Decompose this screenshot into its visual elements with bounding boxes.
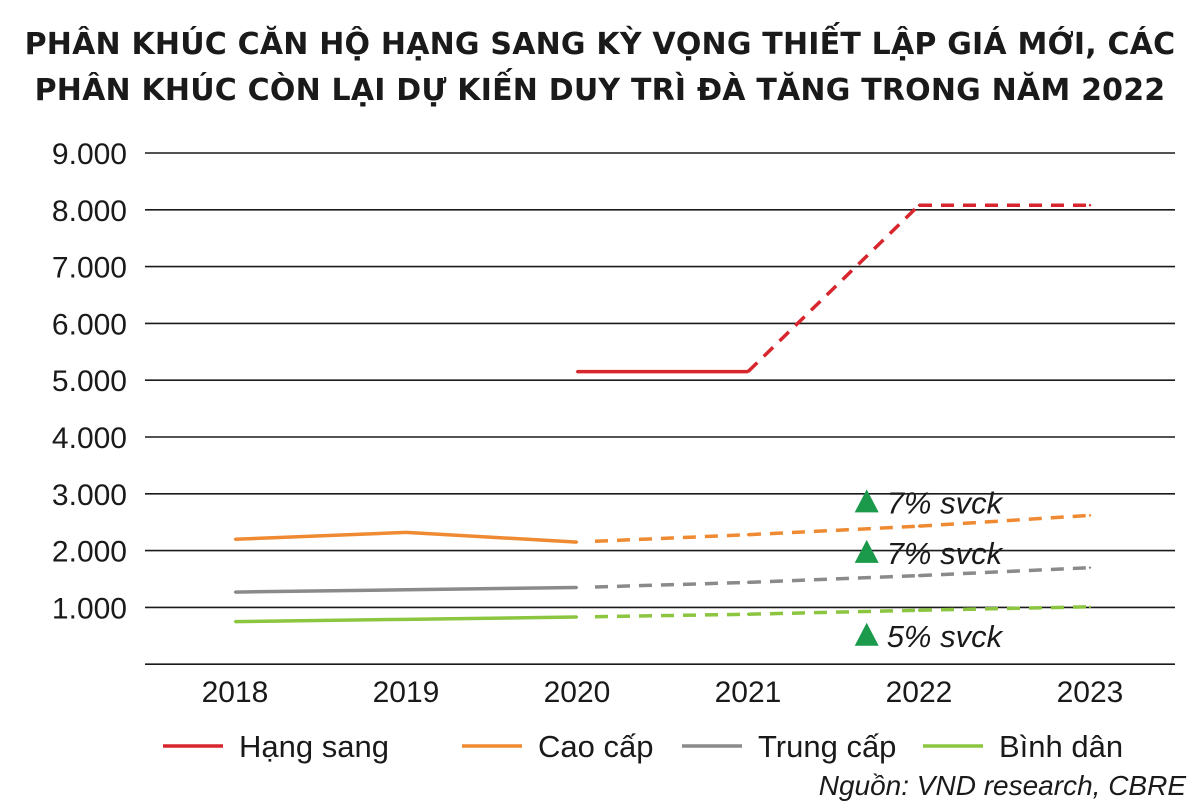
up-triangle-icon (854, 489, 879, 513)
data-point (917, 609, 921, 612)
data-point (1088, 514, 1092, 517)
x-tick-label: 2022 (886, 676, 953, 709)
data-point (917, 524, 921, 528)
data-point (575, 615, 579, 619)
y-axis-ticks: 1.000 2.000 3.000 4.000 5.000 6.000 7.000 8.000… (52, 138, 127, 625)
y-tick-label: 5.000 (52, 365, 127, 398)
annotations: 7% svck 7% svck 5% svck (854, 485, 1004, 654)
y-tick-label: 7.000 (52, 252, 127, 285)
series-segment (405, 615, 578, 622)
annotation: 7% svck (854, 536, 1004, 571)
annotation-label: 5% svck (887, 619, 1004, 654)
data-point (575, 586, 579, 589)
series-segment (918, 605, 1091, 612)
gridlines (145, 152, 1175, 666)
series-segment (918, 565, 1091, 578)
data-point (404, 588, 408, 591)
x-tick-label: 2023 (1057, 676, 1124, 709)
series-lines (233, 203, 1092, 624)
series-segment (234, 588, 407, 594)
series-bình-dân (233, 605, 1092, 624)
y-tick-label: 6.000 (52, 308, 127, 341)
chart-title: PHÂN KHÚC CĂN HỘ HẠNG SANG KỲ VỌNG THIẾT… (0, 22, 1200, 114)
title-line-1: PHÂN KHÚC CĂN HỘ HẠNG SANG KỲ VỌNG THIẾT… (24, 27, 1176, 62)
y-tick-label: 3.000 (52, 479, 127, 512)
series-segment (747, 573, 920, 585)
data-point (746, 370, 750, 373)
data-point (917, 204, 921, 207)
legend: Hạng sang Cao cấp Trung cấp Bình dân (163, 729, 1123, 764)
series-segment (234, 530, 407, 541)
series-segment (747, 608, 920, 616)
series-segment (594, 612, 749, 619)
annotation: 5% svck (854, 619, 1004, 654)
series-segment (594, 580, 749, 589)
data-point (404, 618, 408, 621)
data-point (917, 574, 921, 577)
data-point (233, 590, 237, 594)
series-cao-cấp (233, 513, 1092, 544)
legend-item-trung-cấp: Trung cấp (682, 729, 896, 764)
series-segment (234, 617, 407, 624)
title-line-2: PHÂN KHÚC CÒN LẠI DỰ KIẾN DUY TRÌ ĐÀ TĂN… (34, 73, 1166, 108)
source-note: Nguồn: VND research, CBRE (818, 770, 1186, 801)
data-point (404, 531, 408, 534)
up-triangle-icon (854, 622, 879, 646)
annotation-label: 7% svck (887, 536, 1004, 571)
data-point (1088, 204, 1092, 207)
series-segment (405, 530, 578, 544)
data-point (1088, 566, 1092, 569)
y-tick-label: 9.000 (52, 138, 127, 171)
legend-item-hạng-sang: Hạng sang (163, 729, 389, 764)
x-tick-label: 2018 (202, 676, 269, 709)
series-segment (746, 204, 921, 373)
legend-item-bình-dân: Bình dân (923, 729, 1123, 764)
y-tick-label: 4.000 (52, 422, 127, 455)
data-point (575, 370, 579, 373)
x-tick-label: 2020 (544, 676, 611, 709)
x-axis-ticks: 2018 2019 2020 2021 2022 2023 (202, 676, 1124, 709)
legend-label: Bình dân (999, 729, 1123, 764)
series-trung-cấp (233, 565, 1092, 594)
y-tick-label: 2.000 (52, 536, 127, 569)
data-point (233, 620, 237, 623)
annotation: 7% svck (854, 485, 1004, 520)
series-segment (405, 585, 578, 592)
legend-label: Cao cấp (538, 729, 653, 764)
x-tick-label: 2019 (373, 676, 440, 709)
series-segment (918, 513, 1091, 528)
data-point (746, 533, 750, 536)
data-point (1088, 605, 1092, 609)
series-hạng-sang (575, 203, 1092, 374)
x-tick-label: 2021 (715, 676, 782, 709)
data-point (575, 540, 579, 544)
data-point (746, 581, 750, 584)
y-tick-label: 8.000 (52, 195, 127, 228)
up-triangle-icon (854, 539, 879, 563)
legend-item-cao-cấp: Cao cấp (462, 729, 653, 764)
y-tick-label: 1.000 (52, 592, 127, 625)
data-point (233, 538, 237, 541)
annotation-label: 7% svck (887, 485, 1004, 520)
legend-label: Trung cấp (758, 729, 896, 764)
series-segment (747, 524, 920, 537)
legend-label: Hạng sang (239, 729, 389, 764)
data-point (746, 613, 750, 616)
series-segment (594, 532, 749, 544)
